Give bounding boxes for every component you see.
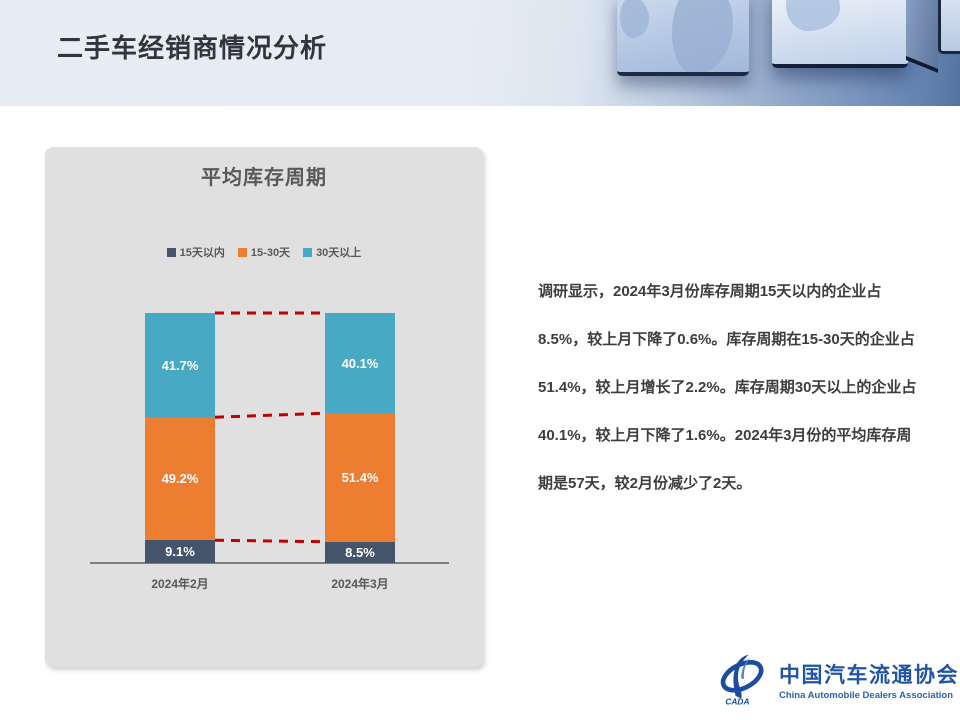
world-map-decal	[785, 0, 840, 31]
world-map-decal	[672, 0, 734, 72]
page-title: 二手车经销商情况分析	[57, 33, 328, 63]
world-map-decal	[619, 0, 649, 39]
bar-segment-label: 8.5%	[345, 544, 375, 560]
cada-logo: CADA 中国汽车流通协会 China Automobile Dealers A…	[716, 653, 959, 707]
connector-dashed-lines	[214, 311, 326, 544]
category-label: 2024年3月	[331, 577, 389, 591]
legend-swatch-icon	[237, 247, 247, 257]
bar-segment: 49.2%	[145, 417, 215, 541]
connector-line	[214, 411, 326, 419]
analysis-paragraph: 调研显示，2024年3月份库存周期15天以内的企业占8.5%，较上月下降了0.6…	[538, 283, 917, 492]
category-label: 2024年2月	[151, 577, 209, 591]
cada-emblem-icon: CADA	[720, 654, 764, 706]
bar-segment-label: 40.1%	[341, 355, 379, 371]
legend-item: 15天以内	[166, 244, 225, 260]
cada-emblem-text: CADA	[725, 696, 749, 706]
legend-label: 30天以上	[316, 247, 362, 259]
legend-swatch-icon	[303, 247, 313, 257]
inventory-cycle-chart-card: 平均库存周期 15天以内 15-30天 30天以上 9.1% 49.2% 41.7% 20…	[45, 147, 483, 667]
cube-graphic	[617, 0, 749, 76]
bar-segment-label: 51.4%	[341, 470, 379, 485]
bar-segment: 51.4%	[325, 413, 395, 542]
cube-graphic	[906, 0, 938, 73]
legend-label: 15-30天	[250, 247, 291, 259]
legend-item: 15-30天	[237, 244, 291, 260]
bar-segment: 41.7%	[145, 313, 215, 418]
logo-name-chinese: 中国汽车流通协会	[779, 663, 959, 687]
chart-title: 平均库存周期	[201, 167, 327, 189]
legend-item: 30天以上	[303, 244, 361, 260]
x-axis-line	[90, 562, 449, 564]
chart-plot-area: 9.1% 49.2% 41.7% 2024年2月 8.5% 51.4% 40.1% 2024年…	[45, 147, 483, 667]
slide-header: 二手车经销商情况分析	[0, 0, 960, 106]
chart-legend: 15天以内 15-30天 30天以上	[45, 244, 483, 260]
bar-segment: 8.5%	[325, 541, 395, 563]
connector-line	[214, 538, 326, 544]
bar-segment-label: 49.2%	[161, 471, 199, 487]
legend-swatch-icon	[166, 247, 176, 257]
bar-segment: 9.1%	[145, 540, 215, 563]
legend-label: 15天以内	[179, 247, 225, 259]
bar-segment-label: 9.1%	[165, 544, 195, 560]
logo-text-block: 中国汽车流通协会 China Automobile Dealers Associ…	[779, 659, 959, 701]
bar-segment: 40.1%	[325, 313, 395, 414]
cube-graphic	[938, 0, 960, 54]
logo-name-english: China Automobile Dealers Association	[779, 690, 954, 701]
bar-segment-label: 41.7%	[161, 357, 199, 373]
cube-graphic	[772, 0, 908, 68]
